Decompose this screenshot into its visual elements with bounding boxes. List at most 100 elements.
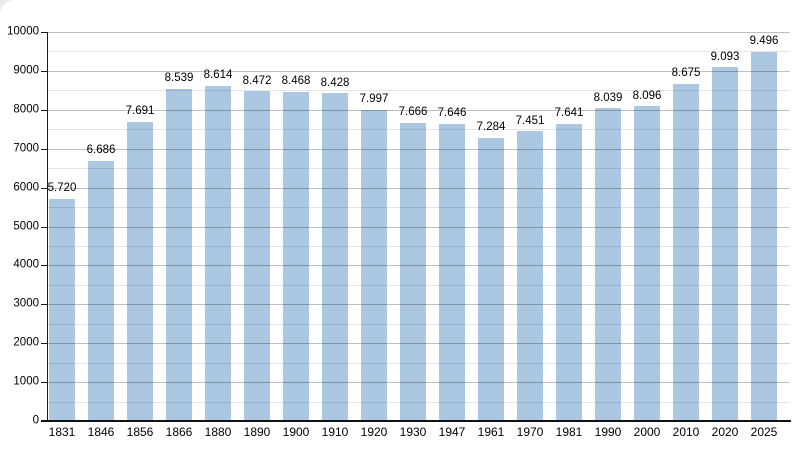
bar-value-label: 7.646 bbox=[437, 107, 467, 120]
bar-value-label: 8.096 bbox=[632, 89, 662, 102]
bar-value-label: 8.472 bbox=[242, 74, 272, 87]
y-axis-label: 10000 bbox=[7, 25, 39, 38]
x-axis-line bbox=[41, 420, 791, 422]
gridline-6000 bbox=[47, 187, 790, 189]
gridline-8000 bbox=[47, 109, 790, 111]
bar-1920 bbox=[361, 109, 387, 421]
gridline-4500 bbox=[47, 245, 790, 247]
y-axis-tick-3000 bbox=[41, 304, 47, 306]
y-axis-tick-5000 bbox=[41, 226, 47, 228]
y-axis-label: 4000 bbox=[13, 258, 39, 271]
gridline-500 bbox=[47, 401, 790, 403]
bar-1930 bbox=[400, 122, 426, 421]
bar-value-label: 8.039 bbox=[593, 91, 623, 104]
bar-value-label: 5.720 bbox=[47, 182, 77, 194]
y-axis-label: 6000 bbox=[13, 180, 39, 193]
bar-value-label: 7.666 bbox=[398, 106, 428, 119]
bar-value-label: 6.686 bbox=[86, 144, 116, 157]
bar-value-label: 9.093 bbox=[710, 50, 740, 63]
bar-1900 bbox=[283, 91, 309, 421]
x-axis-label: 1866 bbox=[165, 425, 193, 439]
bar-2020 bbox=[712, 67, 738, 421]
bar-value-label: 7.451 bbox=[515, 114, 545, 127]
bar-1880 bbox=[205, 85, 231, 421]
y-axis-tick-1000 bbox=[41, 382, 47, 384]
x-axis-label: 1856 bbox=[126, 425, 154, 439]
bar-1910 bbox=[322, 93, 348, 421]
bar-value-label: 7.691 bbox=[125, 105, 155, 118]
x-axis-label: 1880 bbox=[204, 425, 232, 439]
x-axis-label: 1981 bbox=[555, 425, 583, 439]
bar-1856 bbox=[127, 121, 153, 421]
gridline-10000 bbox=[47, 32, 790, 33]
y-axis-tick-6000 bbox=[41, 187, 47, 189]
gridline-5500 bbox=[47, 207, 790, 209]
x-axis-label: 2020 bbox=[711, 425, 739, 439]
y-axis-tick-9000 bbox=[41, 70, 47, 72]
y-axis-tick-8000 bbox=[41, 109, 47, 111]
bar-1890 bbox=[244, 91, 270, 421]
y-axis-label: 2000 bbox=[13, 336, 39, 349]
y-axis-tick-7000 bbox=[41, 148, 47, 150]
x-axis-label: 2010 bbox=[672, 425, 700, 439]
rounded-corner-artifact bbox=[0, 0, 14, 14]
gridline-7000 bbox=[47, 148, 790, 150]
gridline-9500 bbox=[47, 51, 790, 53]
bar-value-label: 7.641 bbox=[554, 107, 584, 120]
y-axis-line bbox=[47, 32, 48, 421]
bar-1961 bbox=[478, 137, 504, 421]
gridline-1000 bbox=[47, 382, 790, 384]
gridline-1500 bbox=[47, 362, 790, 364]
y-axis-label: 0 bbox=[32, 414, 39, 427]
x-axis-label: 1930 bbox=[399, 425, 427, 439]
gridline-9000 bbox=[47, 70, 790, 72]
bar-2025 bbox=[751, 51, 777, 421]
bar-1831 bbox=[49, 198, 75, 421]
y-axis-label: 5000 bbox=[13, 219, 39, 232]
x-axis-label: 1961 bbox=[477, 425, 505, 439]
bar-2010 bbox=[673, 83, 699, 421]
bar-2000 bbox=[634, 106, 660, 421]
gridline-8500 bbox=[47, 90, 790, 92]
x-axis-label: 1831 bbox=[48, 425, 76, 439]
y-axis-tick-4000 bbox=[41, 265, 47, 267]
gridline-2000 bbox=[47, 343, 790, 345]
bar-1970 bbox=[517, 131, 543, 421]
gridline-7500 bbox=[47, 129, 790, 131]
gridline-4000 bbox=[47, 265, 790, 267]
x-axis-label: 1947 bbox=[438, 425, 466, 439]
bar-value-label: 9.496 bbox=[749, 35, 779, 48]
y-axis-label: 7000 bbox=[13, 141, 39, 154]
plot-area: 5.720 6.686 7.691 8.539 8.614 8.472 8.468 8.428… bbox=[47, 32, 790, 438]
gridline-3000 bbox=[47, 304, 790, 306]
bar-value-label: 7.284 bbox=[476, 121, 506, 134]
gridline-5000 bbox=[47, 226, 790, 228]
bar-1866 bbox=[166, 88, 192, 421]
bar-1990 bbox=[595, 108, 621, 421]
x-axis-label: 1910 bbox=[321, 425, 349, 439]
bar-value-label: 8.539 bbox=[164, 72, 194, 85]
bar-value-label: 8.675 bbox=[671, 67, 701, 80]
gridline-2500 bbox=[47, 323, 790, 325]
gridline-6500 bbox=[47, 168, 790, 170]
bar-value-label: 8.428 bbox=[320, 76, 350, 89]
y-axis-label: 1000 bbox=[13, 375, 39, 388]
gridline-3500 bbox=[47, 284, 790, 286]
x-axis-label: 2000 bbox=[633, 425, 661, 439]
x-axis-label: 1890 bbox=[243, 425, 271, 439]
y-axis-tick-10000 bbox=[41, 32, 47, 33]
y-axis-tick-2000 bbox=[41, 343, 47, 345]
x-axis-label: 1900 bbox=[282, 425, 310, 439]
y-axis-label: 8000 bbox=[13, 103, 39, 116]
y-axis-label: 9000 bbox=[13, 64, 39, 77]
bar-value-label: 7.997 bbox=[359, 93, 389, 106]
x-axis-label: 1970 bbox=[516, 425, 544, 439]
bar-value-label: 8.614 bbox=[203, 69, 233, 82]
y-axis-label: 3000 bbox=[13, 297, 39, 310]
x-axis-label: 2025 bbox=[750, 425, 778, 439]
bar-1947 bbox=[439, 123, 465, 421]
x-axis-label: 1990 bbox=[594, 425, 622, 439]
bar-1981 bbox=[556, 123, 582, 421]
x-axis-label: 1846 bbox=[87, 425, 115, 439]
